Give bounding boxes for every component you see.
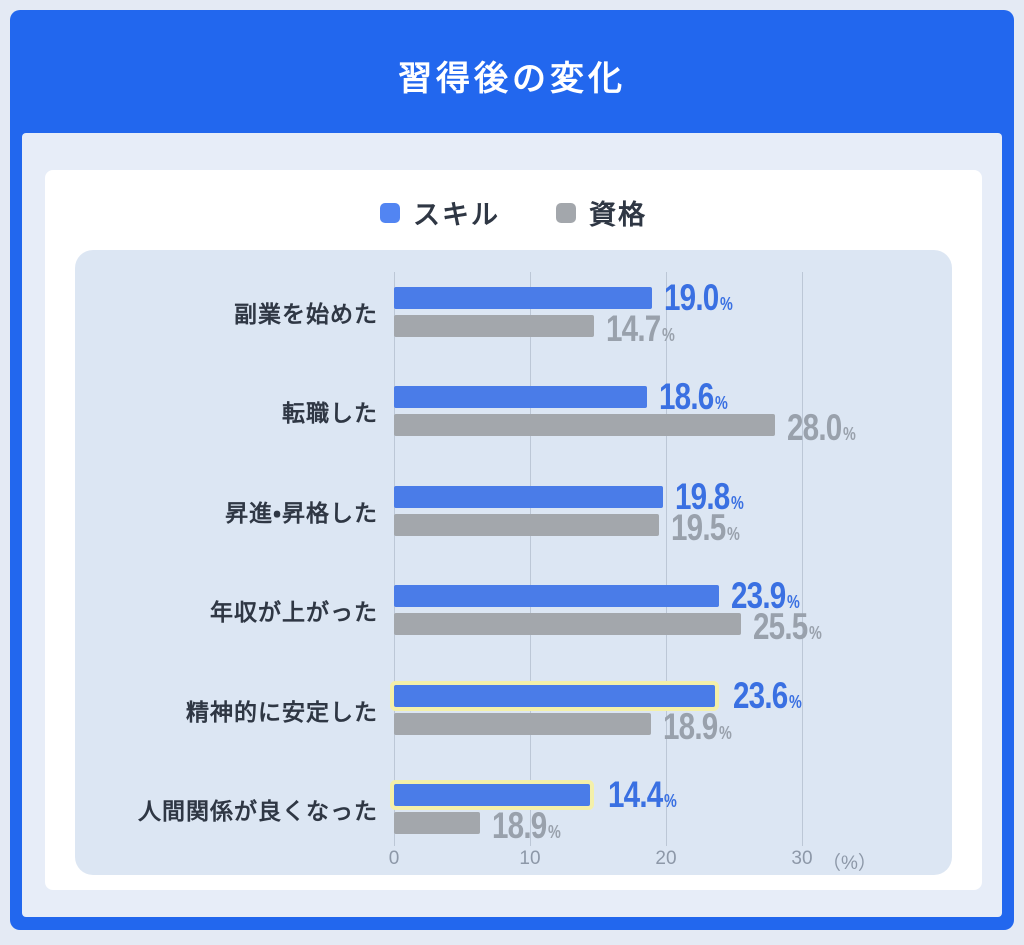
skill-value-label: 19.0%: [664, 279, 733, 316]
legend-item-cert: 資格: [556, 193, 647, 232]
x-tick-label: 10: [519, 848, 541, 869]
x-tick-label: 0: [388, 848, 400, 869]
cert-value-number: 14.7: [605, 307, 661, 349]
category-label: 年収が上がった: [210, 599, 378, 626]
cert-bar: [394, 712, 652, 735]
cert-value-number: 28.0: [786, 407, 842, 449]
cert-value-unit: %: [719, 722, 732, 743]
cert-bar: [394, 513, 660, 536]
skill-value-label: 14.4%: [608, 776, 677, 813]
skill-value-unit: %: [720, 293, 734, 314]
skill-bar: [394, 485, 664, 508]
legend-label-skill: スキル: [413, 200, 500, 230]
cert-bar: [394, 613, 741, 636]
gridline: [666, 272, 667, 846]
cert-value-unit: %: [842, 424, 856, 445]
skill-swatch-icon: [380, 202, 400, 223]
skill-value-number: 23.9: [731, 574, 786, 616]
skill-bar: [394, 784, 590, 806]
skill-value-unit: %: [663, 790, 677, 811]
chart-frame: 習得後の変化 スキル 資格 0 10 20 30 （%） 副業を始めた 19.0% 14…: [10, 10, 1014, 930]
legend-label-cert: 資格: [589, 200, 647, 230]
cert-value-unit: %: [661, 324, 675, 345]
cert-swatch-icon: [556, 202, 576, 223]
cert-value-number: 25.5: [752, 605, 808, 647]
cert-value-unit: %: [727, 523, 741, 544]
skill-value-unit: %: [788, 691, 802, 712]
skill-value-unit: %: [787, 591, 800, 612]
cert-value-label: 18.9%: [663, 707, 732, 744]
x-tick-label: 20: [655, 848, 677, 869]
cert-value-label: 28.0%: [787, 409, 856, 446]
skill-value-number: 19.0: [664, 276, 719, 318]
cert-value-number: 19.5: [671, 506, 726, 548]
gridline: [530, 272, 531, 846]
cert-value-unit: %: [808, 622, 822, 643]
cert-value-label: 14.7%: [606, 310, 675, 347]
cert-bar: [394, 315, 594, 337]
category-label: 人間関係が良くなった: [138, 798, 378, 824]
legend: スキル 資格: [45, 193, 982, 232]
cert-bar: [394, 812, 480, 834]
skill-value-unit: %: [731, 492, 745, 513]
skill-bar: [394, 585, 720, 608]
cert-bar: [394, 414, 775, 437]
plot-area: 0 10 20 30 （%） 副業を始めた 19.0% 14.7% 転職した 18.6%…: [75, 250, 952, 875]
x-axis-unit-label: （%）: [822, 853, 877, 874]
legend-item-skill: スキル: [380, 193, 500, 232]
gridline: [394, 272, 395, 846]
category-label: 昇進・昇格した: [225, 499, 378, 526]
inner-panel: スキル 資格 0 10 20 30 （%） 副業を始めた 19.0% 14.7% 転職し…: [22, 133, 1002, 917]
category-label: 副業を始めた: [234, 301, 378, 327]
chart-card: スキル 資格 0 10 20 30 （%） 副業を始めた 19.0% 14.7% 転職し…: [45, 170, 982, 890]
skill-value-unit: %: [714, 393, 728, 414]
skill-bar: [394, 287, 653, 309]
skill-value-label: 23.9%: [731, 577, 800, 614]
skill-value-label: 19.8%: [675, 478, 744, 515]
skill-value-number: 23.6: [732, 674, 788, 716]
cert-value-number: 18.9: [491, 804, 547, 846]
skill-bar: [394, 684, 715, 707]
gridline: [802, 272, 803, 846]
category-label: 転職した: [282, 400, 378, 427]
skill-value-label: 23.6%: [733, 676, 802, 713]
x-tick-label: 30: [791, 848, 813, 869]
cert-value-unit: %: [547, 821, 561, 842]
skill-value-label: 18.6%: [659, 378, 728, 415]
skill-bar: [394, 386, 647, 409]
cert-value-number: 18.9: [663, 705, 718, 747]
cert-value-label: 18.9%: [492, 807, 561, 844]
cert-value-label: 19.5%: [671, 509, 740, 546]
cert-value-label: 25.5%: [753, 608, 822, 645]
chart-title: 習得後の変化: [398, 60, 626, 98]
category-label: 精神的に安定した: [186, 698, 378, 725]
skill-value-number: 19.8: [675, 475, 730, 517]
skill-value-number: 18.6: [658, 376, 714, 418]
skill-value-number: 14.4: [607, 773, 663, 815]
